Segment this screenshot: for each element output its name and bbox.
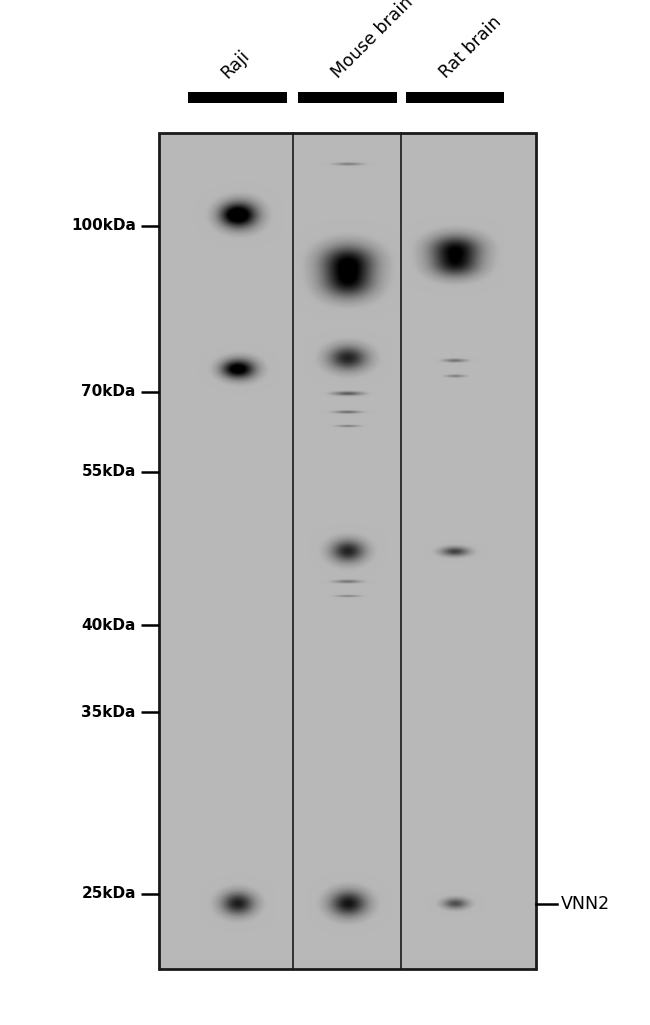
Text: Mouse brain: Mouse brain xyxy=(328,0,417,82)
Text: Raji: Raji xyxy=(218,46,254,82)
Text: 70kDa: 70kDa xyxy=(81,384,136,399)
Bar xyxy=(159,133,536,969)
Bar xyxy=(298,92,397,103)
Text: 35kDa: 35kDa xyxy=(81,705,136,720)
Text: 55kDa: 55kDa xyxy=(81,464,136,479)
Text: 40kDa: 40kDa xyxy=(81,618,136,632)
Text: 100kDa: 100kDa xyxy=(71,218,136,233)
Text: Rat brain: Rat brain xyxy=(436,13,504,82)
Bar xyxy=(188,92,287,103)
Text: VNN2: VNN2 xyxy=(561,895,610,913)
Bar xyxy=(406,92,504,103)
Text: 25kDa: 25kDa xyxy=(81,887,136,901)
